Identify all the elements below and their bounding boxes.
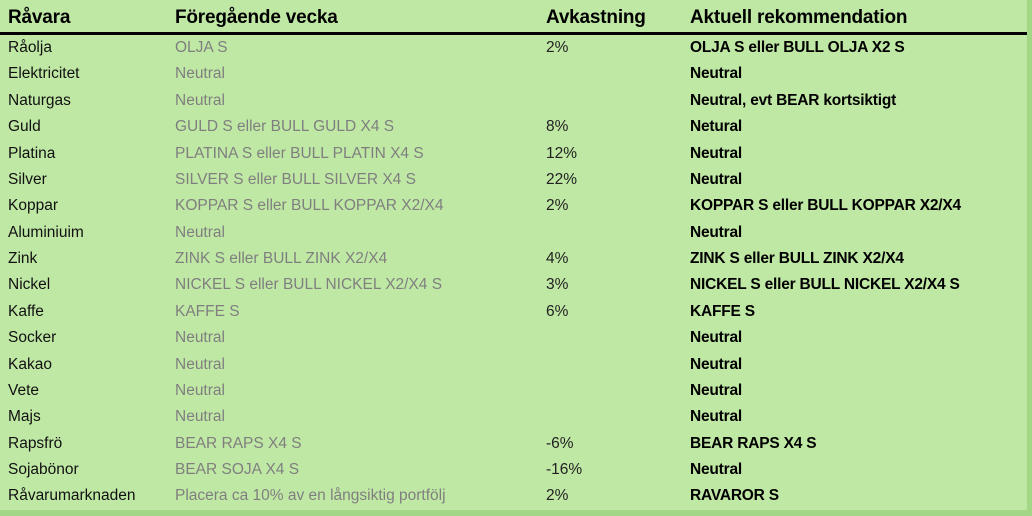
cell-current-recommendation: NICKEL S eller BULL NICKEL X2/X4 S [690,276,960,294]
cell-current-recommendation: RAVAROR S [690,487,779,505]
table-header-row: Råvara Föregående vecka Avkastning Aktue… [0,0,1027,35]
cell-previous-week: Neutral [175,408,225,426]
cell-commodity: Naturgas [8,91,71,109]
cell-previous-week: Neutral [175,329,225,347]
cell-return: 22% [546,170,578,188]
cell-commodity: Rapsfrö [8,434,63,452]
cell-previous-week: SILVER S eller BULL SILVER X4 S [175,170,416,188]
table-row: Råolja OLJA S 2% OLJA S eller BULL OLJA X2 … [0,35,1027,61]
table-row: Rapsfrö BEAR RAPS X4 S -6% BEAR RAPS X4 S [0,431,1027,457]
cell-current-recommendation: Neutral [690,223,743,241]
cell-commodity: Platina [8,144,56,162]
cell-current-recommendation: BEAR RAPS X4 S [690,434,817,452]
cell-current-recommendation: Neutral [690,381,743,399]
cell-previous-week: GULD S eller BULL GULD X4 S [175,118,395,136]
table-row: Sojabönor BEAR SOJA X4 S -16% Neutral [0,457,1027,483]
table-row: Kaffe KAFFE S 6% KAFFE S [0,299,1027,325]
cell-return: 8% [546,118,569,136]
cell-previous-week: KAFFE S [175,302,240,320]
cell-previous-week: Neutral [175,91,225,109]
table-row: Elektricitet Neutral Neutral [0,61,1027,87]
cell-current-recommendation: Neutral [690,65,743,83]
header-recommendation: Aktuell rekommendation [690,7,908,28]
cell-commodity: Majs [8,408,41,426]
cell-current-recommendation: OLJA S eller BULL OLJA X2 S [690,39,905,56]
cell-commodity: Råvarumarknaden [8,487,136,505]
right-edge-strip [1027,0,1032,516]
table-row: Silver SILVER S eller BULL SILVER X4 S 22%… [0,167,1027,193]
cell-current-recommendation: Neutral [690,408,743,426]
table-row: Vete Neutral Neutral [0,378,1027,404]
cell-commodity: Socker [8,329,57,347]
cell-current-recommendation: Neutral [690,355,743,373]
table-body: Råolja OLJA S 2% OLJA S eller BULL OLJA X2 … [0,35,1027,510]
cell-commodity: Aluminiuim [8,223,84,241]
cell-previous-week: KOPPAR S eller BULL KOPPAR X2/X4 [175,197,444,215]
table-row: Guld GULD S eller BULL GULD X4 S 8% Netural [0,114,1027,140]
cell-current-recommendation: ZINK S eller BULL ZINK X2/X4 [690,250,904,267]
header-return: Avkastning [546,7,646,28]
cell-previous-week: Neutral [175,381,225,399]
cell-return: 2% [546,197,569,215]
cell-commodity: Råolja [8,39,52,56]
cell-return: 12% [546,144,578,162]
cell-previous-week: BEAR SOJA X4 S [175,461,300,478]
cell-previous-week: Neutral [175,65,225,83]
table-row: Platina PLATINA S eller BULL PLATIN X4 S 1… [0,141,1027,167]
cell-current-recommendation: KAFFE S [690,302,755,320]
table-row: Kakao Neutral Neutral [0,352,1027,378]
cell-previous-week: Neutral [175,223,225,241]
table-row: Naturgas Neutral Neutral, evt BEAR kortsik… [0,88,1027,114]
cell-commodity: Zink [8,250,38,267]
cell-current-recommendation: Neutral [690,170,743,188]
header-previous-week: Föregående vecka [175,7,338,28]
cell-return: 2% [546,39,569,56]
cell-return: 4% [546,250,569,267]
table-row: Koppar KOPPAR S eller BULL KOPPAR X2/X4 2%… [0,193,1027,219]
cell-previous-week: NICKEL S eller BULL NICKEL X2/X4 S [175,276,443,294]
cell-commodity: Kakao [8,355,52,373]
cell-current-recommendation: Netural [690,118,743,136]
cell-commodity: Koppar [8,197,58,215]
table-row: Socker Neutral Neutral [0,325,1027,351]
cell-previous-week: BEAR RAPS X4 S [175,434,302,452]
cell-previous-week: OLJA S [175,39,228,56]
cell-return: 2% [546,487,569,505]
cell-commodity: Guld [8,118,41,136]
bottom-edge-strip [0,510,1032,516]
table-row: Aluminiuim Neutral Neutral [0,220,1027,246]
cell-current-recommendation: KOPPAR S eller BULL KOPPAR X2/X4 [690,197,961,215]
cell-current-recommendation: Neutral [690,461,743,478]
table-row: Råvarumarknaden Placera ca 10% av en lång… [0,483,1027,509]
cell-previous-week: ZINK S eller BULL ZINK X2/X4 [175,250,388,267]
cell-commodity: Nickel [8,276,51,294]
cell-return: 3% [546,276,569,294]
table-row: Zink ZINK S eller BULL ZINK X2/X4 4% ZINK S… [0,246,1027,272]
cell-previous-week: Placera ca 10% av en långsiktig portfölj [175,487,446,505]
cell-commodity: Kaffe [8,302,44,320]
header-commodity: Råvara [8,7,71,28]
cell-previous-week: PLATINA S eller BULL PLATIN X4 S [175,144,424,162]
cell-current-recommendation: Neutral [690,329,743,347]
cell-return: -16% [546,461,583,478]
table-row: Nickel NICKEL S eller BULL NICKEL X2/X4 S… [0,272,1027,298]
cell-return: 6% [546,302,569,320]
cell-previous-week: Neutral [175,355,225,373]
cell-commodity: Silver [8,170,47,188]
table-row: Majs Neutral Neutral [0,404,1027,430]
cell-current-recommendation: Neutral, evt BEAR kortsiktigt [690,91,897,109]
cell-commodity: Elektricitet [8,65,80,83]
cell-commodity: Vete [8,381,40,399]
cell-commodity: Sojabönor [8,461,79,478]
cell-return: -6% [546,434,574,452]
cell-current-recommendation: Neutral [690,144,743,162]
